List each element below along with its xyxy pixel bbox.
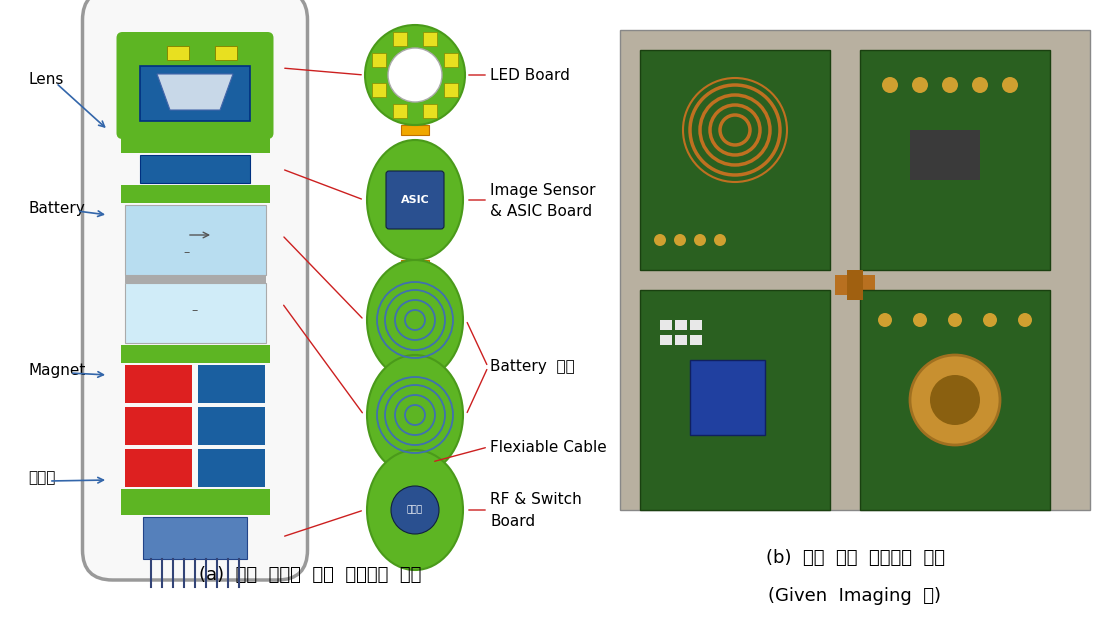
Text: (b)  기존  캡슐  내시경의  구조: (b) 기존 캡슐 내시경의 구조 [765,549,945,567]
Bar [372,54,387,67]
Bar [443,83,458,97]
Bar [675,335,687,345]
Bar [197,365,264,403]
Bar [690,360,765,435]
Bar [393,32,408,47]
Bar [847,270,863,300]
Bar [659,320,672,330]
Text: Board: Board [490,515,535,530]
Circle shape [391,486,439,534]
Bar [641,290,830,510]
Circle shape [365,25,465,125]
Bar [120,345,270,363]
Bar [675,320,687,330]
Circle shape [1018,313,1032,327]
Polygon shape [157,74,233,110]
Bar [125,283,265,343]
Text: –: – [184,247,190,260]
Text: Battery: Battery [28,201,85,216]
Bar [125,407,192,445]
Text: RF & Switch: RF & Switch [490,493,582,508]
Circle shape [912,77,928,93]
Bar [443,54,458,67]
Circle shape [882,77,898,93]
Bar [125,449,192,487]
Text: & ASIC Board: & ASIC Board [490,204,593,219]
Circle shape [878,313,892,327]
Bar [120,185,270,203]
Bar [120,499,270,515]
Bar [120,345,270,363]
Circle shape [388,48,442,102]
Text: 안테나: 안테나 [407,505,423,515]
Ellipse shape [367,140,463,260]
Bar [401,125,429,135]
Text: Lens: Lens [28,72,63,87]
Bar [215,46,237,60]
Bar [140,66,250,121]
FancyBboxPatch shape [82,0,307,580]
Bar [125,275,265,283]
Bar [659,335,672,345]
Text: (a)  외부  조종용  캡슐  내시경의  구조: (a) 외부 조종용 캡슐 내시경의 구조 [198,566,421,584]
Text: Image Sensor: Image Sensor [490,183,596,197]
Circle shape [973,77,988,93]
Bar [401,260,429,265]
Text: LED Board: LED Board [490,67,570,82]
Bar [120,135,270,153]
Bar [372,83,387,97]
Bar [197,449,264,487]
Text: Battery  단자: Battery 단자 [490,359,575,374]
Bar [860,290,1051,510]
Bar [690,320,702,330]
Text: (Given  Imaging  사): (Given Imaging 사) [769,587,941,605]
Ellipse shape [367,355,463,475]
Text: Flexiable Cable: Flexiable Cable [490,439,607,455]
Text: –: – [192,305,198,318]
Bar [690,335,702,345]
Ellipse shape [367,450,463,570]
Circle shape [910,355,1000,445]
FancyBboxPatch shape [385,171,444,229]
Circle shape [654,234,666,246]
Circle shape [983,313,997,327]
Bar [120,489,270,507]
Bar [860,50,1051,270]
Bar [125,365,192,403]
Text: ASIC: ASIC [401,195,429,205]
Bar [836,275,874,295]
Text: 안테나: 안테나 [28,470,56,485]
Bar [140,155,250,183]
Bar [401,445,429,475]
Circle shape [714,234,726,246]
Bar [910,130,980,180]
Circle shape [942,77,958,93]
Circle shape [948,313,962,327]
Bar [167,46,189,60]
Bar [401,355,429,380]
Circle shape [674,234,686,246]
Circle shape [694,234,706,246]
Ellipse shape [367,260,463,380]
Bar [125,205,265,275]
Bar [422,32,437,47]
Bar [143,517,247,559]
Circle shape [913,313,927,327]
Bar [393,103,408,118]
Circle shape [930,375,980,425]
Text: Magnet: Magnet [28,363,86,378]
Bar [197,407,264,445]
Bar [641,50,830,270]
Circle shape [1001,77,1018,93]
Bar [620,30,1089,510]
Bar [422,103,437,118]
FancyBboxPatch shape [117,32,274,139]
